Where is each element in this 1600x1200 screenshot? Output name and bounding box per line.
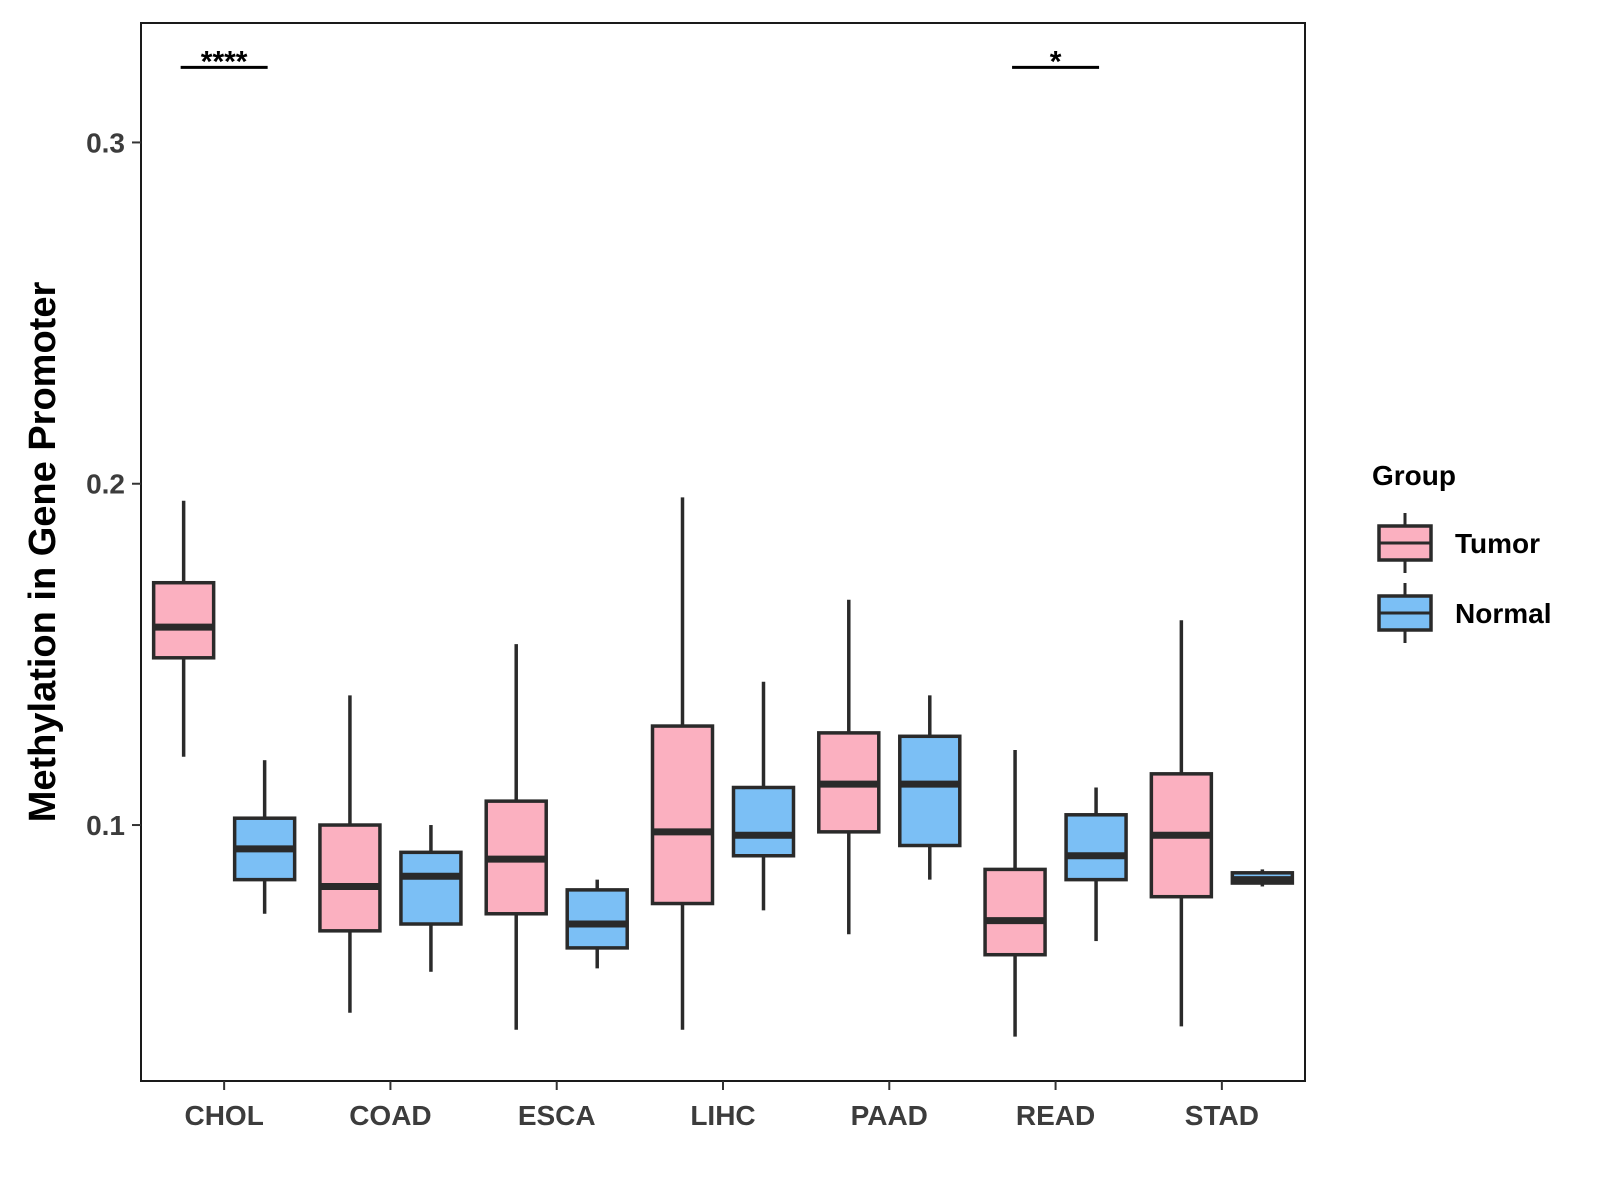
box-tumor-read [983,749,1047,1037]
box-body [399,850,463,926]
x-tick-label: PAAD [851,1100,928,1131]
box-normal-paad [898,695,962,880]
significance-annotations: **** * [180,45,1100,78]
box-body [151,580,216,660]
box-series [151,497,1295,1037]
box-tumor-paad [817,599,881,935]
y-tick-label: 0.2 [86,469,125,500]
x-tick-label: LIHC [690,1100,755,1131]
legend-label: Tumor [1455,528,1540,559]
y-tick-label: 0.3 [86,127,125,158]
y-tick-label: 0.1 [86,810,125,841]
x-tick-label: ESCA [518,1100,596,1131]
significance-label: * [1050,45,1062,78]
box-tumor-esca [484,644,548,1030]
y-axis-title: Methylation in Gene Promoter [22,282,64,823]
legend-title: Group [1372,460,1456,491]
x-tick-label: CHOL [184,1100,263,1131]
box-body [983,867,1047,957]
legend-label: Normal [1455,598,1551,629]
legend: Group Tumor Normal [1372,460,1551,643]
box-tumor-lihc [650,497,715,1030]
box-normal-lihc [731,681,796,911]
box-normal-read [1064,787,1128,942]
box-tumor-coad [318,695,382,1013]
box-normal-esca [565,879,629,969]
box-tumor-chol [151,500,216,757]
box-body [731,785,796,858]
x-tick-label: READ [1016,1100,1095,1131]
x-axis: CHOL COAD ESCA LIHC PAAD READ STAD [184,1081,1259,1131]
box-body [650,724,715,906]
box-normal-chol [232,760,297,914]
plot-panel [140,22,1306,1082]
legend-item-tumor: Tumor [1377,513,1540,573]
x-tick-label: STAD [1185,1100,1259,1131]
box-body [318,823,382,933]
y-axis: 0.1 0.2 0.3 [86,127,141,841]
significance-label: **** [201,45,248,78]
box-normal-stad [1230,869,1295,887]
box-body [898,734,962,848]
box-normal-coad [399,825,463,972]
box-body [565,888,629,950]
box-tumor-stad [1149,620,1214,1027]
legend-item-normal: Normal [1377,583,1551,643]
box-body [1064,813,1128,882]
x-tick-label: COAD [349,1100,431,1131]
